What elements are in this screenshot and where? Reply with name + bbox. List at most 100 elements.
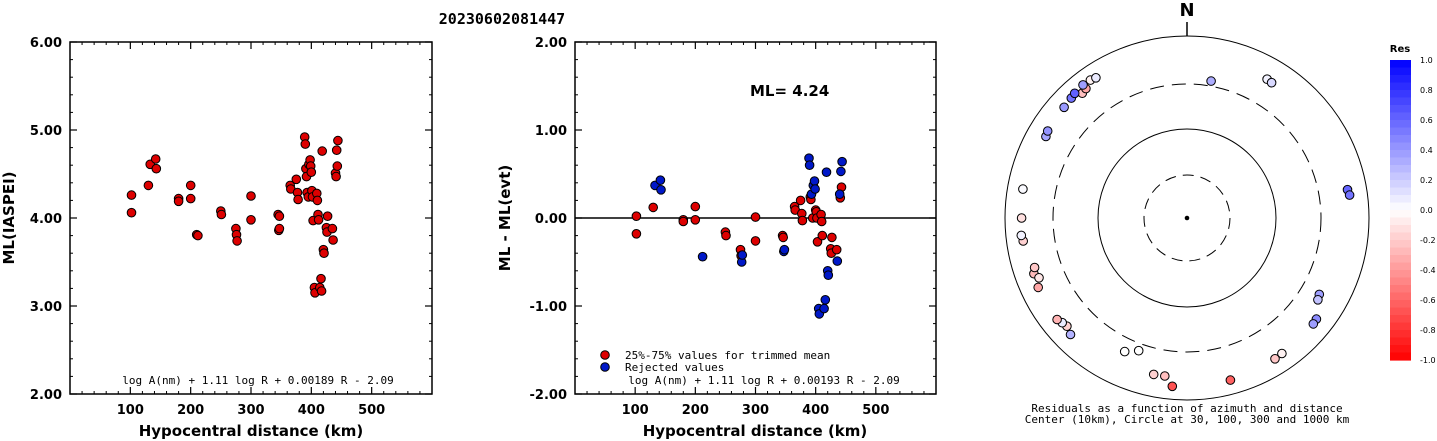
caption-line-2: Center (10km), Circle at 30, 100, 300 an… [1025,413,1350,426]
residual-point [1313,295,1323,305]
residual-point [1344,190,1355,200]
data-point [795,195,806,206]
data-point [331,171,341,182]
data-point [804,160,815,170]
colorbar-segment [1390,217,1411,226]
residual-point [1266,77,1277,88]
colorbar-segment [1390,322,1411,331]
colorbar-segment [1390,307,1411,316]
legend-label-trimmed: 25%-75% values for trimmed mean [625,349,830,362]
data-point [690,201,701,212]
colorbar-tick-label: 0.0 [1420,206,1433,215]
colorbar: 1.0 0.8 0.6 0.4 0.2 0.0 -0.2 -0.4 -0.6 -0.8 -1.0 [1390,56,1436,365]
residual-point [1206,76,1216,86]
colorbar-segment [1390,180,1411,189]
data-point [836,166,846,177]
data-point [306,167,317,177]
colorbar-segment [1390,315,1411,324]
colorbar-segment [1390,172,1411,181]
colorbar-segment [1390,60,1411,69]
y-tick-label: 0.00 [535,212,567,227]
data-point [216,209,227,220]
data-point [173,196,184,207]
colorbar-segment [1390,135,1411,144]
y-tick-label: 6.00 [30,36,62,51]
data-point [328,235,338,245]
residual-point [1133,345,1144,356]
legend-marker-trimmed [600,350,610,360]
data-point [820,295,831,305]
colorbar-segment [1390,127,1411,136]
residual-point [1119,346,1130,357]
data-point [832,256,843,266]
caption-line-1: Residuals as a function of azimuth and d… [1031,402,1342,415]
colorbar-tick-label: -0.8 [1420,326,1436,335]
data-point [648,202,659,213]
data-point [126,207,137,218]
data-point [656,185,666,195]
data-point [185,193,196,204]
colorbar-segment [1390,67,1411,76]
range-circle-300km [1052,83,1322,353]
data-point [631,229,642,239]
residual-point [1148,369,1159,380]
data-point [819,303,829,314]
x-tick-label: 300 [742,403,769,418]
data-point [631,211,642,221]
residual-point [1078,80,1088,90]
residual-point [1065,329,1076,340]
data-point [126,190,137,200]
residual-point [1016,230,1027,241]
colorbar-tick-label: -0.4 [1420,266,1436,275]
data-point [300,139,311,149]
data-point [316,286,327,296]
point-group [126,132,343,298]
data-point [246,215,256,225]
data-point [331,145,342,155]
x-tick-label: 200 [682,403,709,418]
colorbar-segment [1390,202,1411,211]
y-tick-label: -2.00 [530,388,567,403]
residual-point [1059,102,1069,113]
residual-point [1016,213,1027,223]
colorbar-segment [1390,270,1411,279]
x-tick-label: 300 [237,403,264,418]
colorbar-segment [1390,337,1411,346]
data-point [312,195,323,206]
data-point [316,273,326,284]
colorbar-segment [1390,225,1411,234]
colorbar-segment [1390,262,1411,271]
epicenter-marker [1184,215,1190,221]
colorbar-segment [1390,90,1411,99]
colorbar-segment [1390,157,1411,166]
residual-point [1018,184,1028,194]
colorbar-tick-label: 0.6 [1420,116,1433,125]
colorbar-segment [1390,345,1411,354]
residual-point [1270,354,1280,364]
data-point [778,232,789,243]
colorbar-segment [1390,165,1411,174]
colorbar-segment [1390,300,1411,309]
colorbar-segment [1390,247,1411,256]
colorbar-tick-label: -0.2 [1420,236,1436,245]
colorbar-segment [1390,142,1411,151]
y-tick-label: 2.00 [535,36,567,51]
data-point [837,156,847,167]
data-point [779,244,790,255]
data-point [143,180,154,191]
data-point [333,135,343,146]
data-point [151,163,162,174]
data-point [690,215,701,225]
colorbar-segment [1390,240,1411,249]
residual-point [1042,126,1053,136]
colorbar-segment [1390,82,1411,91]
tick-group: 2.00 3.00 4.00 5.00 6.00 100 200 300 400 500 [30,36,432,418]
legend-marker-rejected [600,362,610,372]
data-point [317,146,328,156]
data-point [797,215,808,226]
data-point [322,211,333,221]
residual-point [1277,348,1287,359]
data-point [834,189,845,199]
azimuth-residual-panel: N Residuals as a function of azimuth and… [1004,0,1436,426]
